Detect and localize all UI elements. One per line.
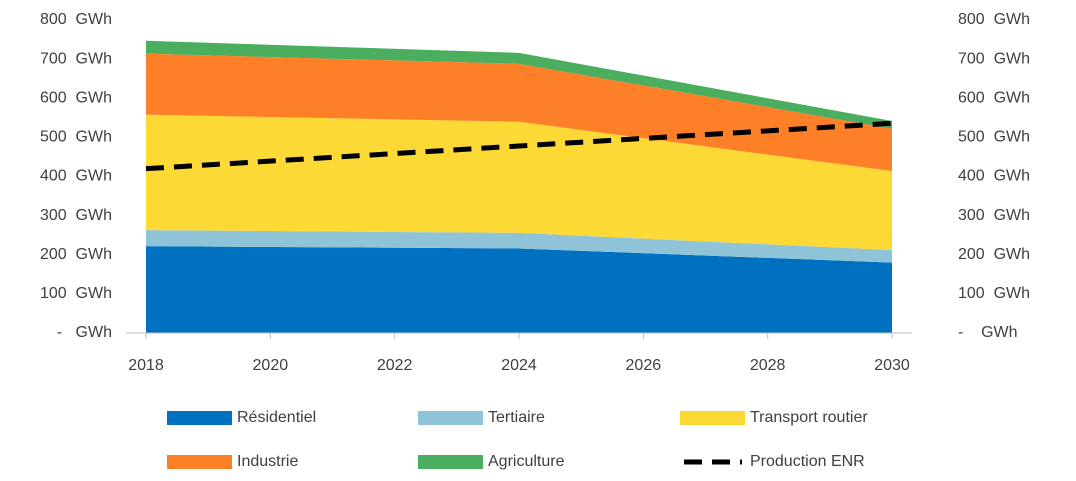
- x-tick-label: 2018: [128, 357, 164, 374]
- y2-tick-label: 700 GWh: [958, 50, 1030, 67]
- legend-swatch: [167, 411, 232, 425]
- y-tick-label: 400 GWh: [40, 168, 112, 185]
- y-tick-label: 100 GWh: [40, 285, 112, 302]
- y2-tick-label: 300 GWh: [958, 207, 1030, 224]
- legend-label: Résidentiel: [237, 409, 316, 426]
- x-tick-label: 2028: [750, 357, 786, 374]
- legend-label: Agriculture: [488, 453, 565, 470]
- area: [146, 246, 892, 333]
- legend-label: Tertiaire: [488, 409, 545, 426]
- x-tick-label: 2022: [377, 357, 413, 374]
- y2-tick-label: - GWh: [958, 324, 1018, 341]
- x-tick-label: 2030: [874, 357, 910, 374]
- y-tick-label: 800 GWh: [40, 11, 112, 28]
- legend-swatch: [680, 411, 745, 425]
- legend-swatch: [418, 455, 483, 469]
- legend-swatch: [418, 411, 483, 425]
- y-tick-label: 300 GWh: [40, 207, 112, 224]
- area: [146, 40, 892, 129]
- x-tick-label: 2026: [626, 357, 662, 374]
- y2-tick-label: 500 GWh: [958, 129, 1030, 146]
- x-tick-label: 2024: [501, 357, 537, 374]
- area: [146, 230, 892, 263]
- y-tick-label: 200 GWh: [40, 246, 112, 263]
- legend-label: Production ENR: [750, 453, 865, 470]
- y2-tick-label: 400 GWh: [958, 168, 1030, 185]
- area: [146, 53, 892, 172]
- area: [146, 114, 892, 251]
- y-tick-label: 500 GWh: [40, 129, 112, 146]
- line: [145, 120, 893, 172]
- y2-tick-label: 100 GWh: [958, 285, 1030, 302]
- y-tick-label: 600 GWh: [40, 89, 112, 106]
- y2-tick-label: 200 GWh: [958, 246, 1030, 263]
- y-tick-label: - GWh: [57, 324, 112, 341]
- legend-swatch: [167, 455, 232, 469]
- y-tick-label: 700 GWh: [40, 50, 112, 67]
- y2-tick-label: 800 GWh: [958, 11, 1030, 28]
- y2-tick-label: 600 GWh: [958, 89, 1030, 106]
- legend-label: Industrie: [237, 453, 298, 470]
- legend-label: Transport routier: [750, 409, 868, 426]
- x-tick-label: 2020: [253, 357, 289, 374]
